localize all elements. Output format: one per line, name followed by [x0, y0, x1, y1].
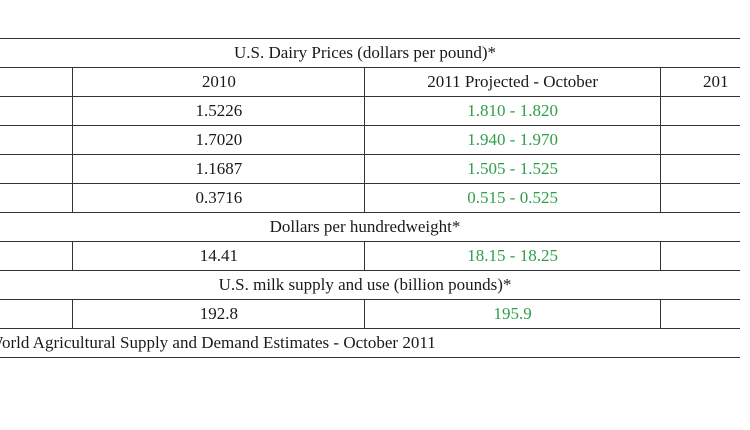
table-row: 14.41 18.15 - 18.25	[0, 241, 740, 271]
cell-2010: 14.41	[72, 241, 366, 271]
table-row: 1.5226 1.810 - 1.820	[0, 96, 740, 126]
cell-2011: 0.515 - 0.525	[364, 183, 662, 213]
cwt-section-title: Dollars per hundredweight*	[0, 212, 740, 242]
table-row: 1.7020 1.940 - 1.970	[0, 125, 740, 155]
cell-2011: 1.810 - 1.820	[364, 96, 662, 126]
cell-2011: 1.940 - 1.970	[364, 125, 662, 155]
header-2010: 2010	[72, 67, 366, 97]
cell-2010: 192.8	[72, 299, 366, 329]
row-label-cell	[0, 125, 74, 155]
cell-2012	[660, 96, 740, 126]
header-label-cell	[0, 67, 74, 97]
cell-2012	[660, 241, 740, 271]
cell-2011: 18.15 - 18.25	[364, 241, 662, 271]
cell-2012	[660, 299, 740, 329]
row-label-cell	[0, 241, 74, 271]
cell-2012	[660, 154, 740, 184]
row-label-cell	[0, 299, 74, 329]
source-row: A World Agricultural Supply and Demand E…	[0, 328, 740, 358]
table-row: 1.1687 1.505 - 1.525	[0, 154, 740, 184]
section-title-row: Dollars per hundredweight*	[0, 212, 740, 242]
header-2011: 2011 Projected - October	[364, 67, 662, 97]
row-label-cell	[0, 154, 74, 184]
cell-2010: 1.5226	[72, 96, 366, 126]
cell-2010: 0.3716	[72, 183, 366, 213]
cell-2010: 1.1687	[72, 154, 366, 184]
cell-2011: 195.9	[364, 299, 662, 329]
cell-2012	[660, 183, 740, 213]
section-title-row: U.S. milk supply and use (billion pounds…	[0, 270, 740, 300]
row-label-cell	[0, 183, 74, 213]
header-row: 2010 2011 Projected - October 201	[0, 67, 740, 97]
cell-2010: 1.7020	[72, 125, 366, 155]
supply-section-title: U.S. milk supply and use (billion pounds…	[0, 270, 740, 300]
row-label-cell	[0, 96, 74, 126]
table-title: U.S. Dairy Prices (dollars per pound)*	[0, 38, 740, 68]
source-note: A World Agricultural Supply and Demand E…	[0, 333, 436, 352]
dairy-prices-table: U.S. Dairy Prices (dollars per pound)* 2…	[0, 38, 740, 358]
table-row: 0.3716 0.515 - 0.525	[0, 183, 740, 213]
cell-2011: 1.505 - 1.525	[364, 154, 662, 184]
cell-2012	[660, 125, 740, 155]
table-title-row: U.S. Dairy Prices (dollars per pound)*	[0, 38, 740, 68]
header-2012: 201	[660, 67, 740, 97]
table-row: 192.8 195.9	[0, 299, 740, 329]
